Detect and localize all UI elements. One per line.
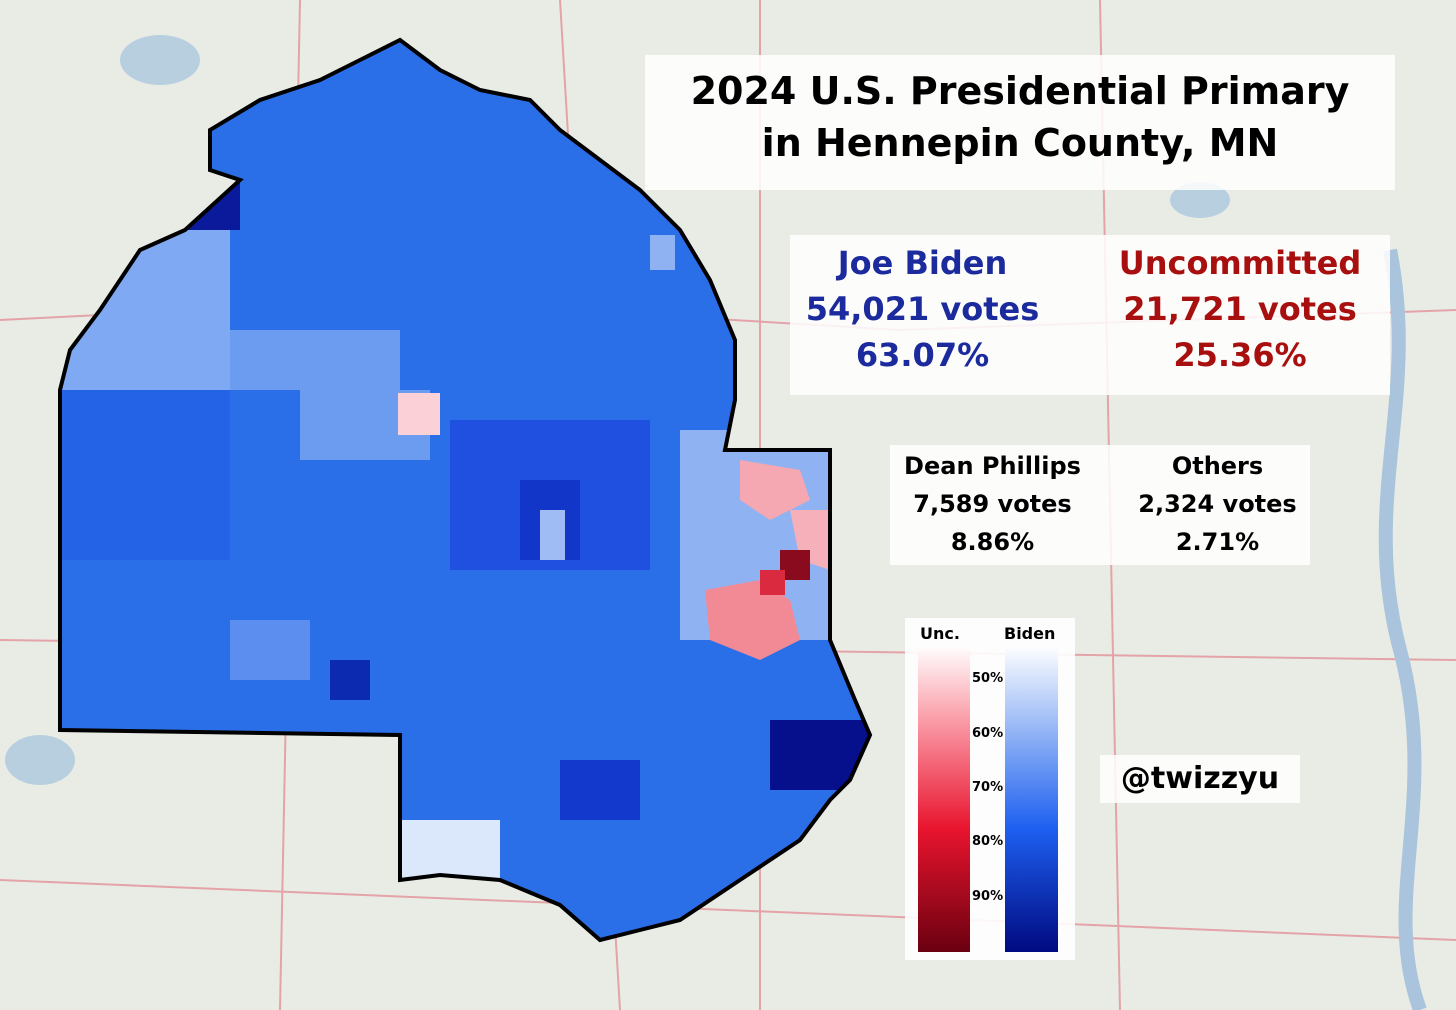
candidate-percent: 2.71% — [1175, 528, 1260, 556]
legend-tick: 80% — [972, 834, 1004, 849]
lakes — [5, 35, 1230, 785]
candidate-votes: 2,324 votes — [1138, 490, 1297, 518]
title-line: 2024 U.S. Presidential Primary — [690, 69, 1350, 113]
candidate-name: Uncommitted — [1118, 244, 1362, 282]
candidate: Uncommitted 21,721 votes 25.36% — [1095, 240, 1385, 378]
candidate-name: Dean Phillips — [904, 452, 1081, 480]
candidate: Joe Biden 54,021 votes 63.07% — [790, 240, 1055, 378]
candidate-votes: 54,021 votes — [805, 290, 1040, 328]
results-box: Joe Biden 54,021 votes 63.07% Uncommitte… — [790, 235, 1390, 395]
candidate: Others 2,324 votes 2.71% — [1125, 447, 1310, 561]
legend-tick: 50% — [972, 671, 1004, 686]
legend-tick: 70% — [972, 780, 1004, 795]
credit: @twizzyu — [1100, 755, 1300, 803]
candidate-votes: 21,721 votes — [1123, 290, 1357, 328]
candidate-votes: 7,589 votes — [913, 490, 1072, 518]
minor-results-box: Dean Phillips 7,589 votes 8.86% Others 2… — [890, 445, 1310, 565]
river — [1378, 248, 1427, 1010]
candidate-percent: 25.36% — [1173, 336, 1307, 374]
title-box: 2024 U.S. Presidential Primary in Hennep… — [645, 55, 1395, 190]
legend-label: Biden — [1004, 624, 1056, 643]
candidate-name: Others — [1171, 452, 1264, 480]
legend-tick: 60% — [972, 726, 1004, 741]
legend-tick: 90% — [972, 889, 1004, 904]
candidate-name: Joe Biden — [837, 244, 1008, 282]
candidate-percent: 63.07% — [855, 336, 990, 374]
title-line: in Hennepin County, MN — [761, 121, 1279, 165]
legend-label: Unc. — [920, 624, 960, 643]
candidate: Dean Phillips 7,589 votes 8.86% — [890, 447, 1095, 561]
candidate-percent: 8.86% — [950, 528, 1035, 556]
